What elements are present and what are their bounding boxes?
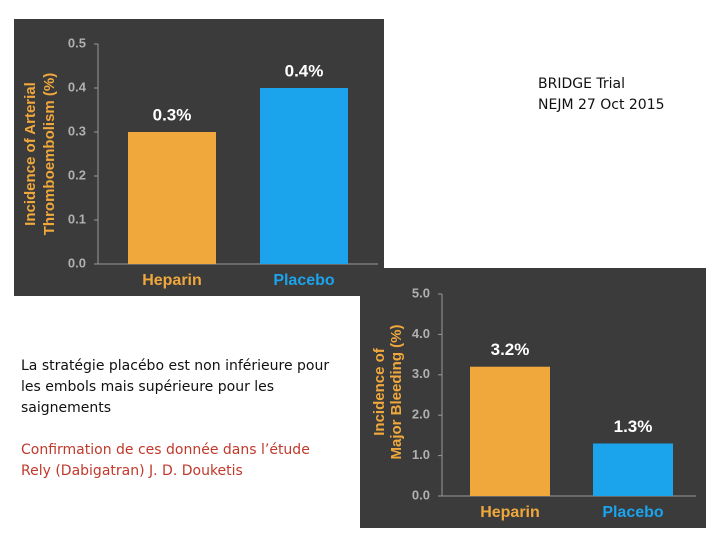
value-label: 3.2% (491, 340, 530, 359)
y-tick-label: 0.2 (68, 167, 86, 182)
y-tick-label: 0.4 (68, 79, 87, 94)
y-tick-label: 0.3 (68, 123, 86, 138)
y-tick-label: 5.0 (412, 285, 430, 300)
bar (470, 366, 550, 496)
y-tick-label: 4.0 (412, 326, 430, 341)
value-label: 1.3% (614, 417, 653, 436)
header: BRIDGE Trial NEJM 27 Oct 2015 (538, 74, 665, 116)
note: La stratégie placébo est non inférieure … (21, 358, 330, 416)
notes: La stratégie placébo est non inférieure … (21, 356, 341, 482)
x-tick-label: Placebo (602, 504, 664, 521)
y-tick-label: 3.0 (412, 366, 430, 381)
y-tick-label: 0.1 (68, 211, 86, 226)
value-label: 0.4% (285, 61, 324, 80)
bar (260, 88, 348, 264)
header-line: BRIDGE Trial (538, 76, 625, 92)
bar (128, 132, 216, 264)
y-tick-label: 0.0 (412, 487, 430, 502)
x-tick-label: Placebo (273, 272, 335, 289)
y-axis-label: Major Bleeding (%) (388, 324, 405, 459)
x-tick-label: Heparin (480, 504, 540, 521)
y-axis-label: Incidence of Arterial (22, 82, 39, 226)
y-tick-label: 0.5 (68, 35, 86, 50)
y-tick-label: 2.0 (412, 407, 430, 422)
y-axis-label: Incidence of (371, 347, 388, 436)
note: Confirmation de ces donnée dans l’étude … (21, 442, 310, 479)
bar (593, 443, 673, 496)
y-axis-label: Thromboembolism (%) (41, 73, 58, 236)
y-tick-label: 0.0 (68, 255, 86, 270)
value-label: 0.3% (153, 105, 192, 124)
x-tick-label: Heparin (142, 272, 202, 289)
y-tick-label: 1.0 (412, 447, 430, 462)
header-line: NEJM 27 Oct 2015 (538, 97, 665, 113)
